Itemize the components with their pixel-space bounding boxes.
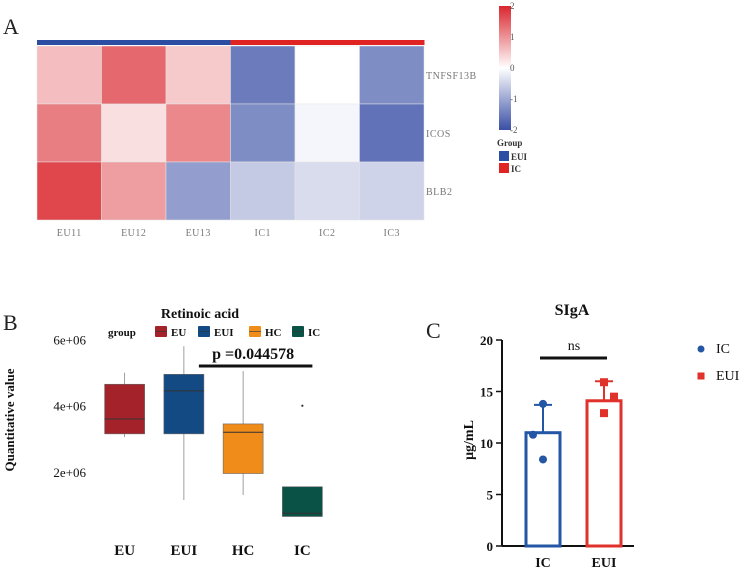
group-strip-cell: [230, 40, 296, 45]
barplot-title: SIgA: [555, 302, 590, 319]
boxplot-x-tick-label: HC: [232, 543, 255, 559]
bar: [585, 399, 623, 548]
heatmap-cell: [294, 103, 360, 163]
heatmap-cell: [359, 45, 425, 105]
heatmap-cell: [359, 103, 425, 163]
panel-label-a: A: [3, 14, 19, 39]
box-body: [163, 374, 205, 435]
heatmap-column-label: EU11: [57, 228, 82, 239]
barplot-y-tick-label: 0: [487, 539, 494, 554]
data-point: [529, 430, 537, 439]
barplot-x-tick-label: IC: [535, 556, 551, 571]
boxplot-legend-label: IC: [308, 327, 320, 339]
heatmap-cell: [230, 45, 296, 105]
colorbar-tick-label: 1: [510, 32, 515, 42]
group-strip-cell: [295, 40, 360, 45]
ns-label: ns: [568, 339, 580, 354]
colorbar-tick-label: 2: [510, 1, 515, 11]
boxplot-y-axis-label: Quantitative value: [2, 368, 17, 471]
significance-label: p =0.044578: [212, 346, 294, 363]
heatmap-cell: [36, 161, 102, 221]
boxplot-x-tick-label: EU: [114, 543, 135, 559]
colorbar-tick-label: 0: [510, 63, 515, 73]
group-legend-label: IC: [511, 164, 521, 174]
boxplot-x-tick-label: EUI: [171, 543, 198, 559]
heatmap-cell: [101, 103, 167, 163]
heatmap-cell: [165, 103, 231, 163]
group-strip-cell: [101, 40, 167, 45]
heatmap-column-label: IC3: [384, 228, 401, 239]
barplot-legend-label: EUI: [716, 369, 740, 384]
barplot-y-tick-label: 20: [480, 333, 493, 348]
barplot-y-axis-label: μg/mL: [462, 420, 477, 460]
heatmap-panel: TNFSF13B ICOS BLB2 EU11 EU12 EU13 IC1 IC2 IC3 2 1 0…: [36, 1, 528, 239]
barplot-panel: SIgA μg/mL 0 5 10 15 20 IC IC EUI EUI ns: [462, 302, 740, 571]
group-strip-cell: [166, 40, 231, 45]
data-point: [539, 455, 547, 464]
data-point: [539, 399, 547, 408]
heatmap-cell: [36, 103, 102, 163]
group-legend-title: Group: [497, 138, 522, 148]
heatmap-cell: [230, 103, 296, 163]
barplot-legend-marker: [697, 345, 705, 353]
data-point: [610, 392, 618, 401]
heatmap-cell: [230, 161, 296, 221]
group-legend-swatch: [499, 163, 509, 173]
boxplot-y-tick-label: 2e+06: [53, 465, 86, 480]
boxplot-legend-label: EUI: [214, 327, 234, 339]
heatmap-cell: [165, 161, 231, 221]
barplot-legend-marker: [697, 372, 705, 380]
heatmap-cell: [36, 45, 102, 105]
boxplot-x-tick-label: IC: [294, 543, 311, 559]
box-body: [222, 423, 264, 474]
group-legend-label: EUI: [511, 152, 528, 162]
data-point: [600, 378, 608, 387]
bar: [524, 431, 562, 548]
heatmap-row-label: BLB2: [426, 187, 452, 198]
box-body: [282, 486, 323, 517]
barplot-y-tick-label: 5: [487, 488, 494, 503]
boxplot-panel: Retinoic acid group EU EUI HC IC Quantitative …: [2, 307, 323, 559]
barplot-y-tick-label: 10: [480, 436, 493, 451]
group-strip-cell: [37, 40, 102, 45]
heatmap-row-label: ICOS: [426, 129, 451, 140]
heatmap-column-label: IC1: [255, 228, 272, 239]
heatmap-column-label: EU12: [121, 228, 146, 239]
heatmap-cell: [101, 45, 167, 105]
data-point: [600, 409, 608, 418]
heatmap-column-label: EU13: [186, 228, 211, 239]
barplot-x-tick-label: EUI: [592, 556, 617, 571]
barplot-legend-label: IC: [716, 342, 730, 357]
box-body: [104, 383, 145, 435]
panel-label-c: C: [426, 318, 441, 343]
panel-label-b: B: [3, 310, 18, 335]
colorbar: [499, 6, 511, 130]
heatmap-cell: [294, 45, 360, 105]
boxplot-y-tick-label: 4e+06: [53, 399, 86, 414]
heatmap-row-label: TNFSF13B: [426, 71, 477, 82]
heatmap-cell: [294, 161, 360, 221]
colorbar-tick-label: -1: [510, 94, 518, 104]
heatmap-column-label: IC2: [319, 228, 336, 239]
box-outlier: [301, 404, 304, 407]
heatmap-cell: [101, 161, 167, 221]
group-strip-cell: [359, 40, 425, 45]
boxplot-legend-label: HC: [265, 327, 282, 339]
boxplot-legend-title: group: [108, 327, 136, 339]
boxplot-title: Retinoic acid: [161, 307, 239, 322]
group-legend-swatch: [499, 151, 509, 161]
boxplot-y-tick-label: 6e+06: [53, 333, 86, 348]
heatmap-cell: [359, 161, 425, 221]
barplot-y-tick-label: 15: [480, 385, 494, 400]
boxplot-legend-label: EU: [171, 327, 186, 339]
colorbar-tick-label: -2: [510, 125, 518, 135]
heatmap-cell: [165, 45, 231, 105]
